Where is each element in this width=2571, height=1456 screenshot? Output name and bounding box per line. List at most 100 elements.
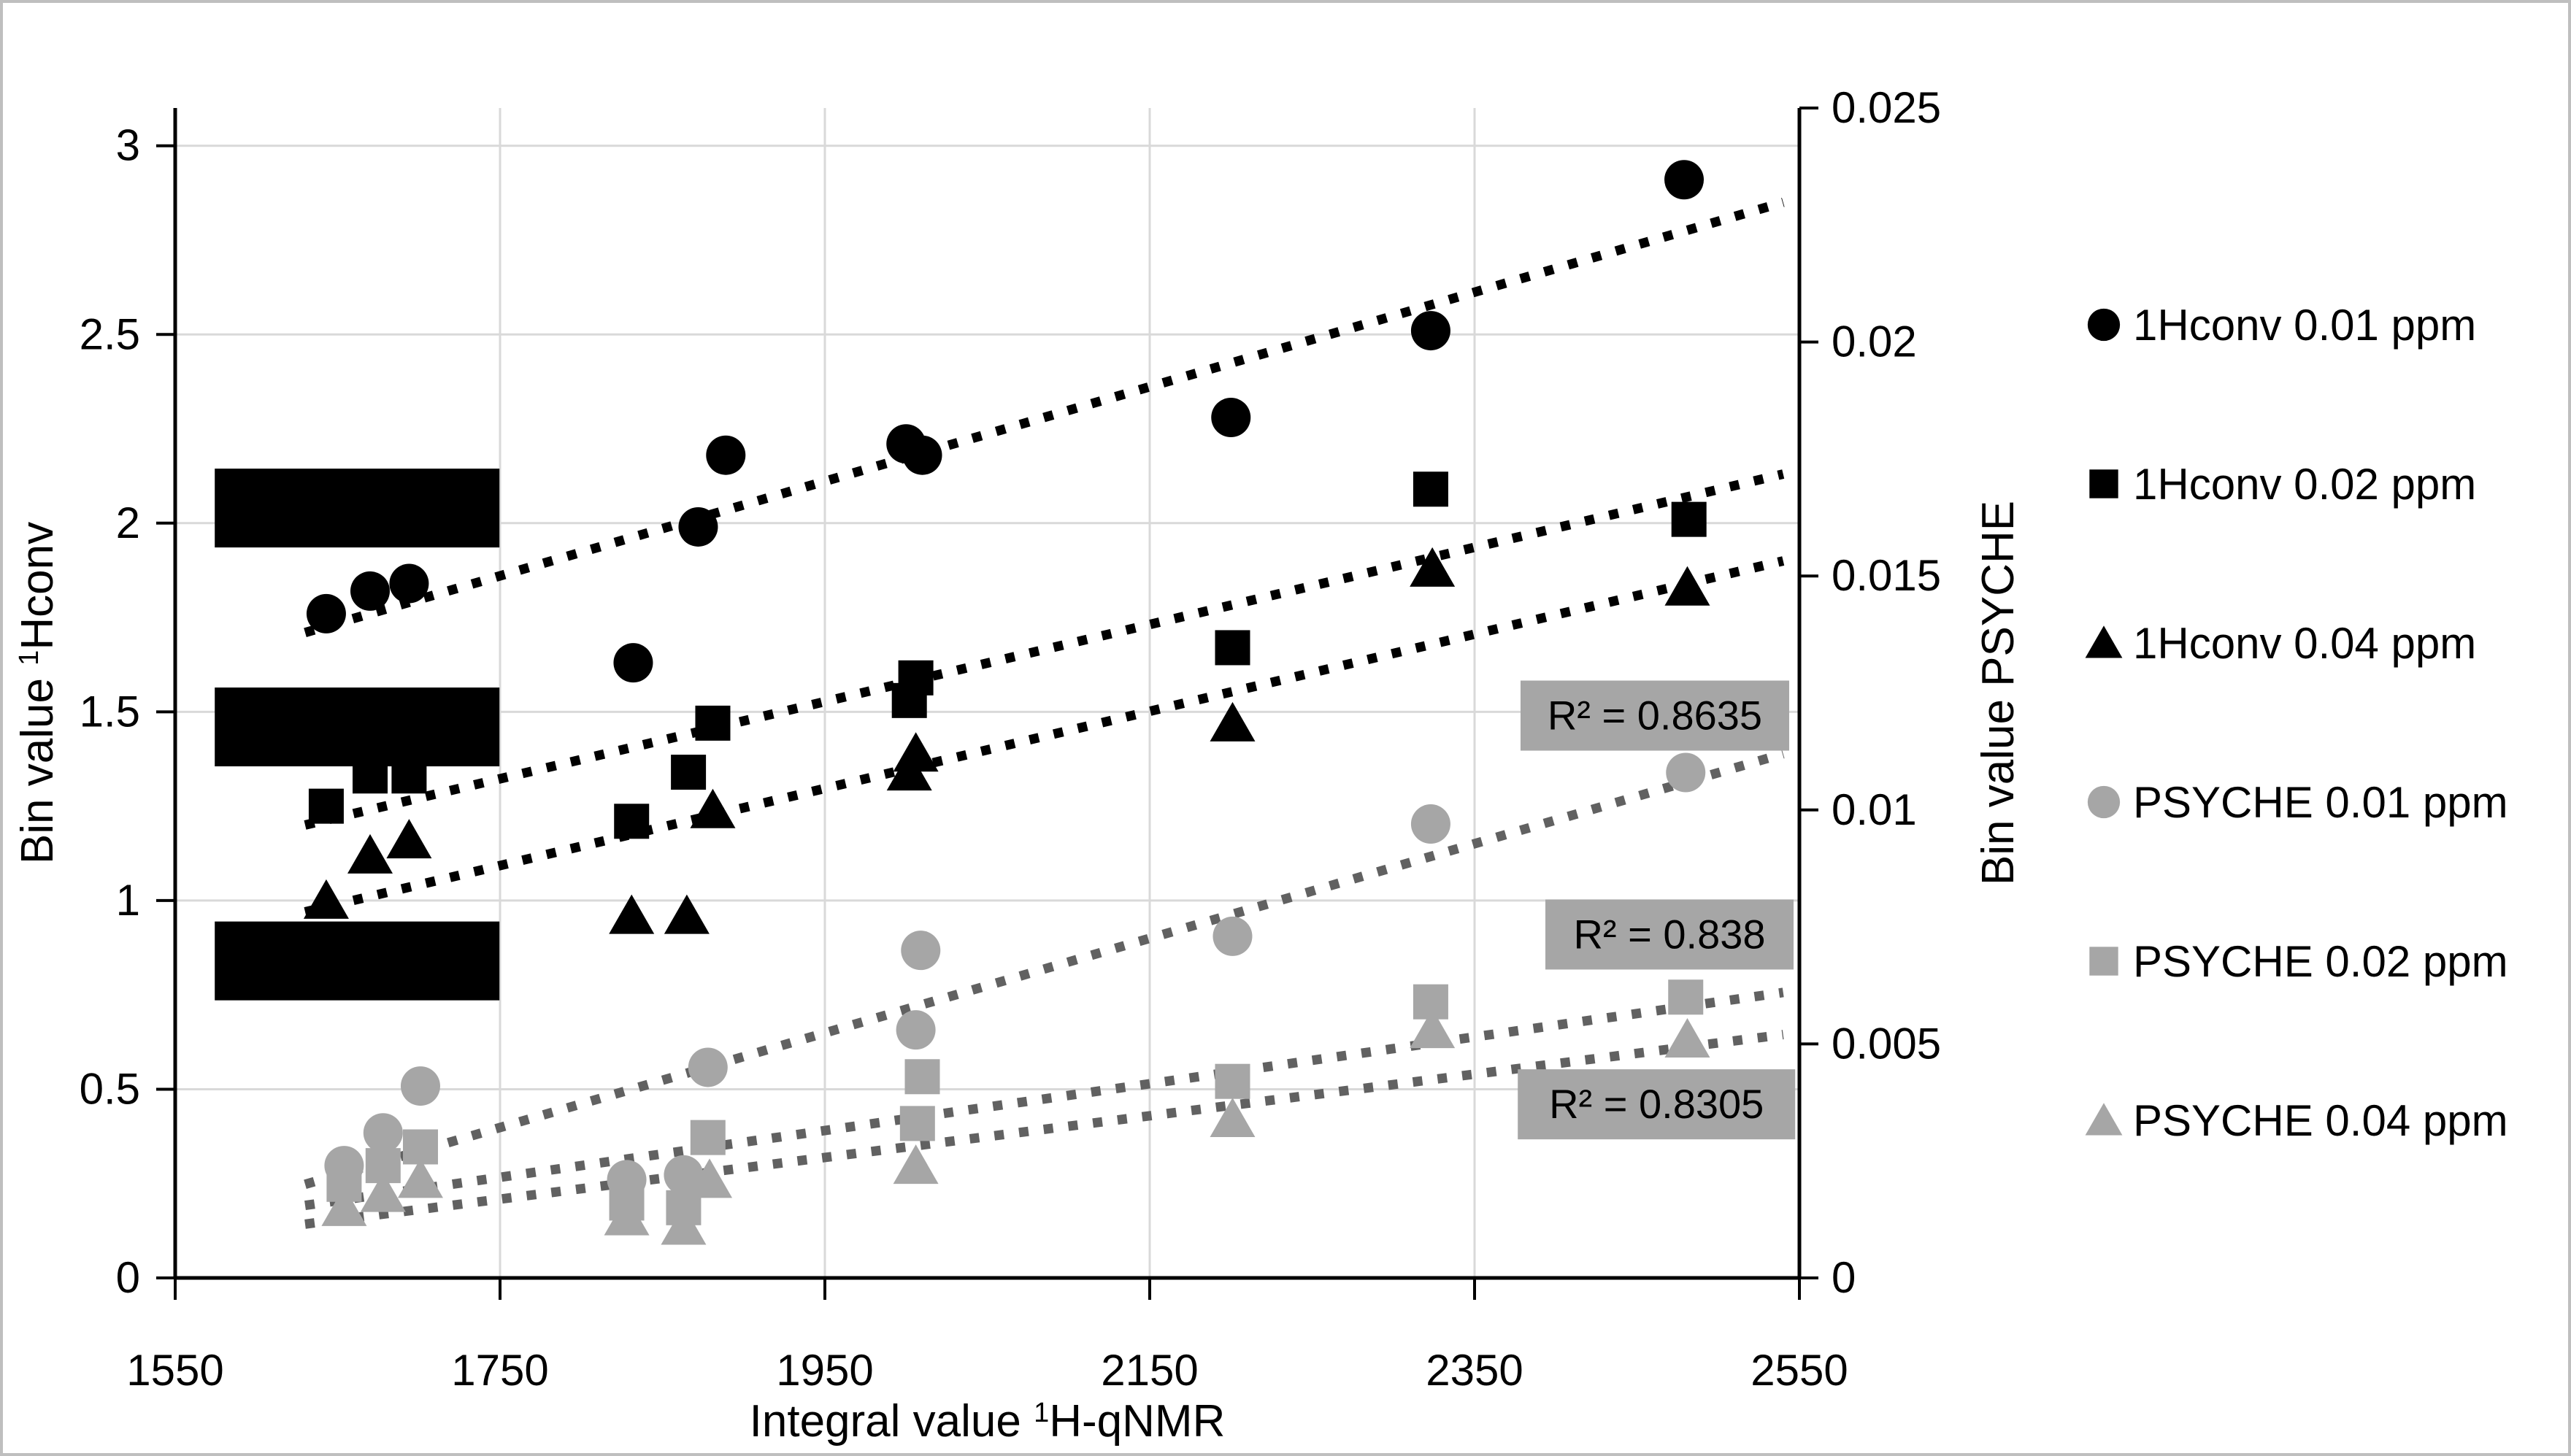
series-1Hconv-0-01-ppm [306, 160, 1705, 683]
data-point-square [1215, 630, 1250, 666]
x-tick-label: 2550 [1750, 1346, 1848, 1395]
data-point-triangle [360, 1172, 406, 1212]
r2-label: R² = 0.8842 [250, 704, 464, 750]
right-tick-label: 0.015 [1832, 551, 1941, 600]
data-point-square [1668, 979, 1704, 1015]
series-1Hconv-0-04-ppm [303, 547, 1710, 934]
data-point-triangle [687, 1158, 733, 1198]
r2-box [1545, 899, 1794, 970]
data-point-square [1215, 1063, 1250, 1099]
data-point-square [690, 1120, 726, 1155]
data-point-triangle [1664, 1017, 1710, 1058]
data-point-triangle [893, 1144, 939, 1185]
data-point-circle [613, 643, 653, 683]
data-point-square [904, 1059, 940, 1095]
axes [156, 107, 1818, 1300]
series-PSYCHE-0-01-ppm [324, 752, 1706, 1200]
data-point-circle [1664, 160, 1705, 200]
right-tick-label: 0.025 [1832, 83, 1941, 132]
legend-label: 1Hconv 0.04 ppm [2133, 619, 2476, 668]
data-point-triangle [1210, 1097, 1256, 1137]
trendline-1Hconv-0-02-ppm [304, 469, 1785, 830]
data-point-circle [902, 435, 942, 475]
data-point-square [671, 755, 707, 790]
r2-label: R² = 0.8635 [1548, 693, 1762, 739]
r2-box [1520, 680, 1789, 751]
data-point-circle [389, 563, 429, 604]
left-tick-label: 1.5 [80, 687, 140, 736]
series-PSYCHE-0-02-ppm [326, 979, 1704, 1225]
data-point-triangle [386, 819, 432, 859]
data-point-circle [1213, 916, 1253, 956]
legend-marker-square [2089, 947, 2118, 976]
legend-marker-square [2089, 469, 2118, 498]
data-point-circle [678, 506, 718, 547]
r2-annotation: R² = 0.8842 [215, 687, 500, 767]
data-point-square [695, 705, 731, 741]
legend-marker-circle [2087, 308, 2121, 342]
legend-label: 1Hconv 0.01 ppm [2133, 301, 2476, 350]
data-point-triangle [347, 833, 393, 874]
data-point-circle [306, 593, 346, 633]
data-point-circle [1666, 752, 1706, 793]
left-tick-label: 1 [116, 876, 140, 925]
r2-box [215, 687, 500, 767]
x-tick-label: 2150 [1101, 1346, 1198, 1395]
data-point-circle [1410, 311, 1450, 351]
data-point-triangle [893, 732, 939, 772]
data-point-circle [688, 1047, 728, 1087]
r2-label: R² = 0.8305 [1549, 1081, 1764, 1127]
right-axis-title: Bin value PSYCHE [1973, 501, 2024, 885]
left-tick-label: 0.5 [80, 1064, 140, 1113]
right-tick-label: 0.005 [1832, 1019, 1941, 1068]
data-point-square [1413, 471, 1448, 507]
x-axis-title: Integral value 1​H-qNMR [750, 1396, 1226, 1447]
legend-item-1Hconv-0-02-ppm: 1Hconv 0.02 ppm [2089, 460, 2476, 509]
data-point-triangle [690, 788, 736, 828]
data-point-circle [896, 1010, 936, 1050]
r2-box [215, 469, 500, 548]
data-point-circle [1211, 398, 1251, 438]
r2-annotation: R² = 0.8753 [215, 469, 500, 548]
x-tick-label: 1950 [776, 1346, 873, 1395]
data-point-circle [664, 1155, 704, 1195]
r2-label: R² = 0.838 [1573, 911, 1765, 957]
legend-item-PSYCHE-0-01-ppm: PSYCHE 0.01 ppm [2087, 778, 2508, 827]
r2-box [1518, 1069, 1796, 1140]
data-point-square [614, 804, 650, 839]
tick-labels: 0 0.5 1 1.5 2 2.5 3 0 0.005 0.01 0.015 0.02 0.025 155… [80, 83, 1942, 1395]
legend-label: PSYCHE 0.02 ppm [2133, 937, 2508, 986]
left-tick-label: 2 [116, 498, 140, 547]
trendline-PSYCHE-0-04-ppm [304, 1030, 1784, 1229]
legend-marker-triangle [2085, 625, 2123, 658]
data-points [303, 160, 1710, 1245]
left-tick-label: 0 [116, 1253, 140, 1302]
legend-label: PSYCHE 0.01 ppm [2133, 778, 2508, 827]
legend-item-PSYCHE-0-02-ppm: PSYCHE 0.02 ppm [2089, 937, 2508, 986]
data-point-circle [400, 1066, 440, 1106]
x-tick-label: 1550 [126, 1346, 223, 1395]
series-PSYCHE-0-04-ppm [321, 1009, 1710, 1245]
data-point-triangle [1210, 701, 1256, 742]
data-point-circle [901, 931, 941, 971]
legend-marker-triangle [2085, 1103, 2123, 1136]
data-point-square [898, 660, 934, 696]
r2-annotation: R² = 0.8237 [215, 921, 500, 1001]
data-point-triangle [321, 1186, 367, 1226]
data-point-square [1671, 501, 1707, 537]
data-point-triangle [661, 1205, 707, 1245]
data-point-square [308, 788, 344, 824]
left-tick-label: 2.5 [80, 309, 140, 358]
data-point-triangle [664, 894, 710, 934]
legend-label: 1Hconv 0.02 ppm [2133, 460, 2476, 509]
data-point-square [899, 1106, 935, 1141]
trendline-1Hconv-0-01-ppm [304, 198, 1785, 638]
left-tick-label: 3 [116, 121, 140, 170]
legend: 1Hconv 0.01 ppm 1Hconv 0.02 ppm 1Hconv 0.0… [2085, 301, 2508, 1145]
legend-item-PSYCHE-0-04-ppm: PSYCHE 0.04 ppm [2085, 1096, 2508, 1145]
r2-annotation: R² = 0.8635 [1520, 680, 1789, 751]
right-tick-label: 0.01 [1832, 785, 1917, 834]
data-point-triangle [1664, 566, 1710, 606]
trendline-1Hconv-0-04-ppm [304, 556, 1785, 917]
r2-label: R² = 0.8753 [250, 485, 464, 531]
